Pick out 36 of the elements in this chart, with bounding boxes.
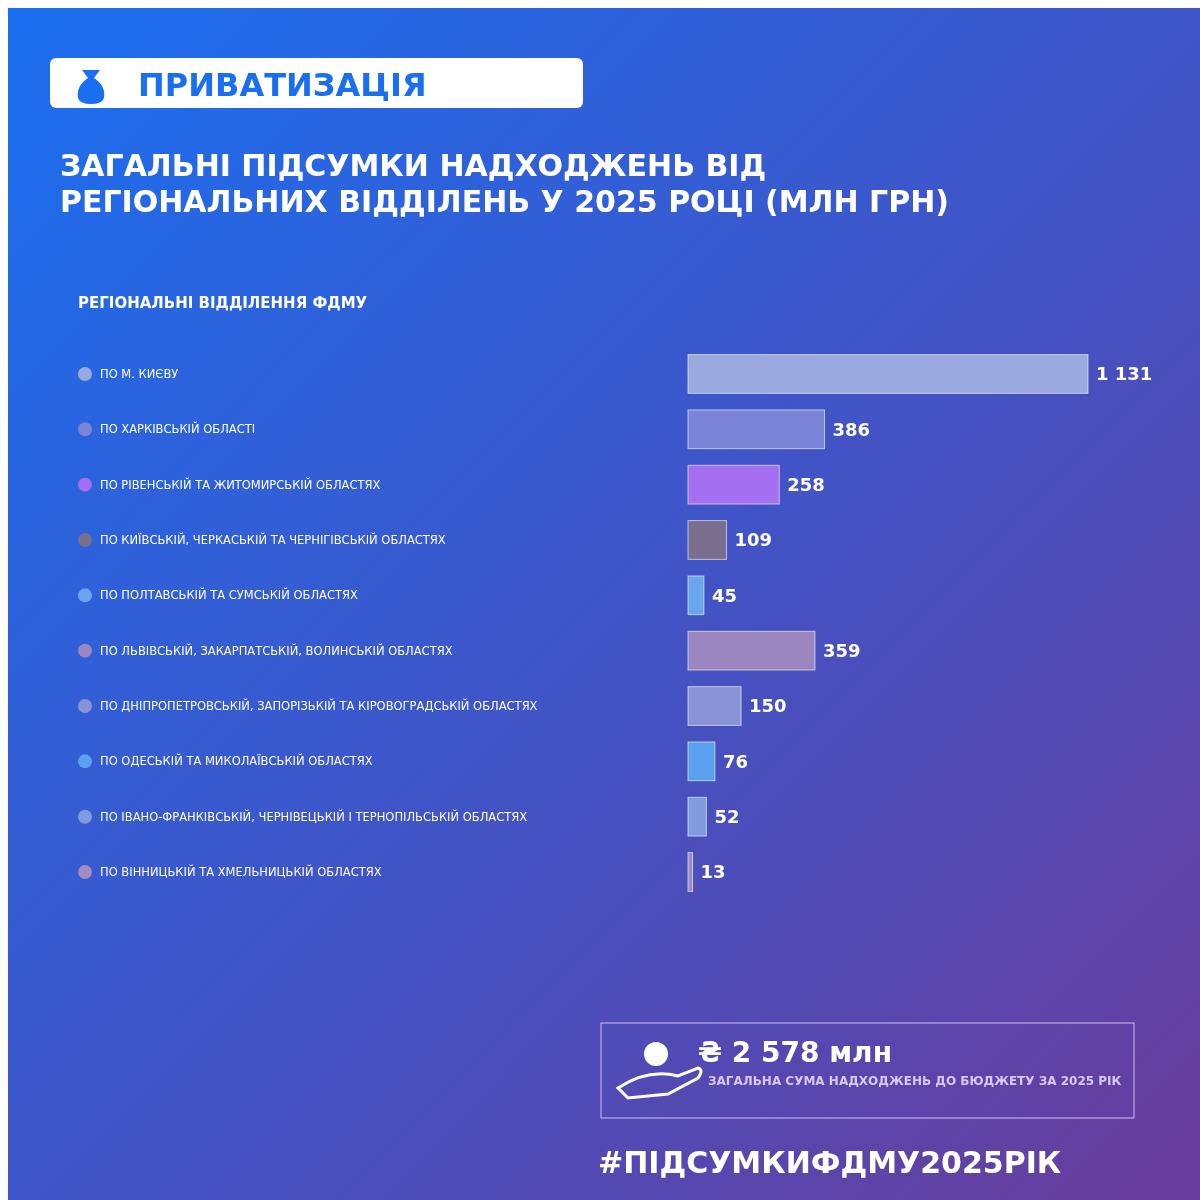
bar [687, 520, 728, 560]
bar [687, 741, 716, 782]
bar [687, 409, 826, 450]
bar [687, 796, 707, 837]
bar [687, 575, 705, 616]
bar [687, 686, 742, 726]
data-label: 45 [711, 584, 737, 606]
data-label: 52 [714, 805, 740, 827]
bar [687, 354, 1089, 394]
chart-title: ЗАГАЛЬНІ ПІДСУМКИ НАДХОДЖЕНЬ ВІД РЕГІОНАЛЬНИХ ВІДДІЛЕНЬ У 2025 РОЦІ (МЛН ГРН) [60, 148, 950, 219]
data-label: 1 131 [1096, 363, 1153, 385]
text: ЗАГАЛЬНА СУМА НАДХОДЖЕНЬ ДО БЮДЖЕТУ ЗА 2025 РІК [708, 1074, 1122, 1088]
y-tick-label: ПО ІВАНО-ФРАНКІВСЬКІЙ, ЧЕРНІВЕЦЬКІЙ І ТЕРНОПІЛЬСЬКІЙ ОБЛАСТЯХ [100, 808, 528, 824]
data-label: 76 [722, 750, 748, 772]
bar [687, 852, 694, 892]
y-tick-label: ПО ХАРКІВСЬКІЙ ОБЛАСТІ [100, 421, 256, 437]
data-label: 386 [832, 418, 871, 440]
text: #ПІДСУМКИФДМУ2025РІК [598, 1145, 1062, 1180]
text: ₴ 2 578 млн [698, 1036, 892, 1069]
y-tick-label: ПО ЛЬВІВСЬКІЙ, ЗАКАРПАТСЬКІЙ, ВОЛИНСЬКІЙ ОБЛАСТЯХ [100, 642, 453, 658]
y-tick-label: ПО М. КИЄВУ [100, 367, 179, 381]
y-tick-label: ПО ОДЕСЬКІЙ ТА МИКОЛАЇВСЬКІЙ ОБЛАСТЯХ [100, 753, 373, 769]
y-tick-label: ПО КИЇВСЬКІЙ, ЧЕРКАСЬКІЙ ТА ЧЕРНІГІВСЬКІЙ ОБЛАСТЯХ [100, 532, 446, 548]
data-label: 258 [787, 473, 825, 495]
data-label: 13 [700, 861, 726, 883]
y-tick-label: ПО РІВЕНСЬКІЙ ТА ЖИТОМИРСЬКІЙ ОБЛАСТЯХ [100, 476, 381, 492]
text: ПРИВАТИЗАЦІЯ [138, 66, 427, 104]
data-label: 359 [822, 639, 861, 661]
bar [687, 630, 816, 671]
data-label: 150 [749, 695, 787, 717]
y-tick-label: ПО ПОЛТАВСЬКІЙ ТА СУМСЬКІЙ ОБЛАСТЯХ [100, 587, 358, 603]
data-label: 109 [734, 529, 773, 551]
legend-title: РЕГІОНАЛЬНІ ВІДДІЛЕННЯ ФДМУ [78, 294, 368, 312]
y-tick-label: ПО ДНІПРОПЕТРОВСЬКІЙ, ЗАПОРІЗЬКІЙ ТА КІРОВОГРАДСЬКІЙ ОБЛАСТЯХ [100, 698, 538, 714]
y-tick-label: ПО ВІННИЦЬКІЙ ТА ХМЕЛЬНИЦЬКІЙ ОБЛАСТЯХ [100, 864, 382, 880]
bar [687, 464, 780, 505]
